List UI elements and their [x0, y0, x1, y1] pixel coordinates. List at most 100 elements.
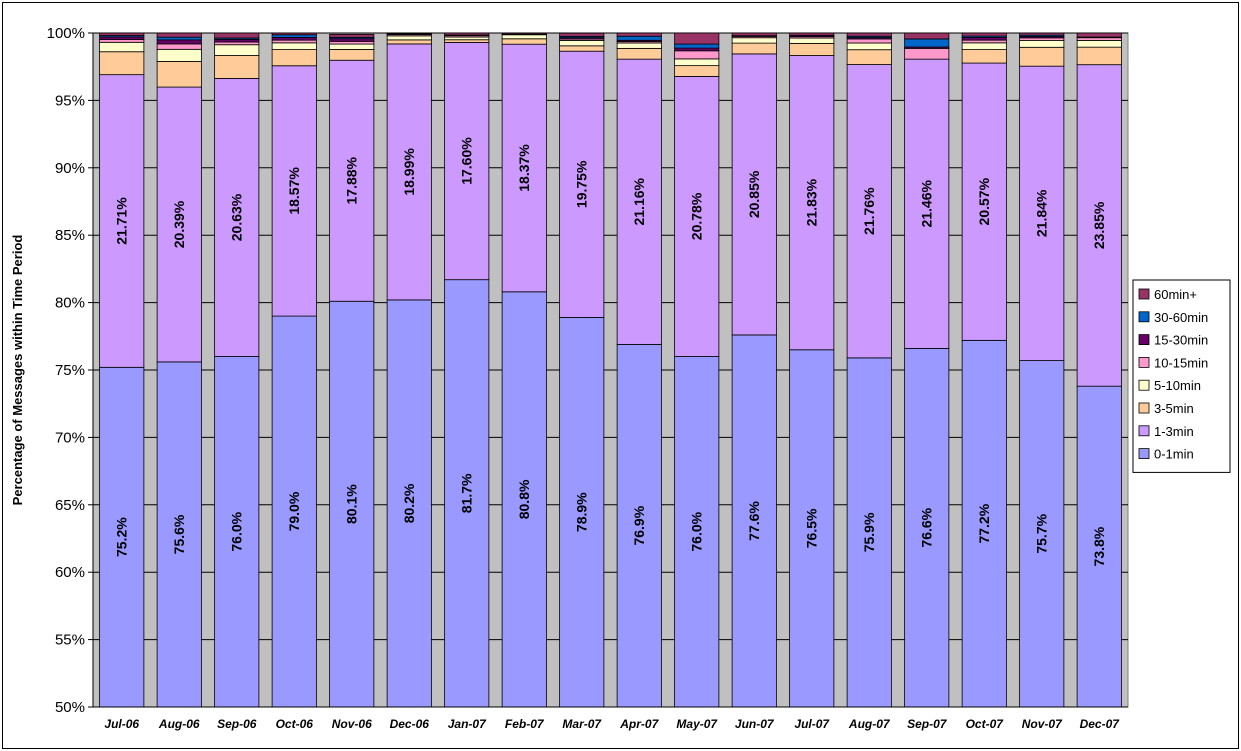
bar-segment-1-3min — [1019, 65, 1065, 361]
bar-segment-3-5min — [444, 39, 490, 43]
y-tick-label: 65% — [55, 497, 85, 514]
data-label: 80.8% — [516, 479, 532, 519]
bar-segment-3-5min — [559, 45, 605, 52]
bar-segment-60min+ — [386, 32, 432, 35]
bar-segment-10-15min — [846, 38, 892, 44]
data-label: 21.83% — [804, 178, 820, 226]
x-tick-label: May-07 — [676, 717, 718, 731]
bar-segment-0-1min — [214, 356, 260, 708]
bar-segment-3-5min — [1019, 46, 1065, 67]
data-label: 75.9% — [861, 512, 877, 552]
bar-segment-1-3min — [846, 64, 892, 359]
data-label: 21.46% — [919, 179, 935, 227]
bar-segment-5-10min — [329, 43, 375, 50]
bar-segment-60min+ — [156, 32, 202, 38]
data-label: 18.37% — [516, 144, 532, 192]
y-tick-label: 55% — [55, 632, 85, 649]
data-label: 80.1% — [344, 484, 360, 524]
bar-segment-3-5min — [731, 42, 777, 55]
bar-segment-1-3min — [501, 43, 547, 293]
data-label: 79.0% — [286, 491, 302, 531]
bar-segment-5-10min — [846, 42, 892, 51]
legend-label: 10-15min — [1154, 355, 1208, 370]
bar-segment-0-1min — [329, 300, 375, 708]
data-label: 77.2% — [976, 503, 992, 543]
legend-label: 5-10min — [1154, 378, 1201, 393]
bar-segment-10-15min — [99, 39, 145, 43]
data-label: 21.84% — [1034, 189, 1050, 237]
legend-label: 1-3min — [1154, 424, 1194, 439]
legend-label: 0-1min — [1154, 447, 1194, 462]
data-label: 76.0% — [229, 511, 245, 551]
data-label: 81.7% — [459, 473, 475, 513]
legend-swatch-60min+ — [1138, 288, 1150, 300]
data-label: 73.8% — [1091, 526, 1107, 566]
bar-segment-3-5min — [271, 49, 317, 67]
bar-segment-60min+ — [731, 32, 777, 37]
bar-segment-60min+ — [501, 32, 547, 35]
legend-swatch-0-1min — [1138, 448, 1150, 460]
x-tick-label: Jun-07 — [735, 717, 775, 731]
data-label: 76.6% — [919, 507, 935, 547]
y-tick-label: 90% — [55, 160, 85, 177]
legend-label: 3-5min — [1154, 401, 1194, 416]
bar-segment-0-1min — [386, 299, 432, 708]
bar-segment-3-5min — [156, 61, 202, 88]
bar-segment-5-10min — [99, 41, 145, 53]
bar-segment-15-30min — [271, 37, 317, 41]
bar-segment-3-5min — [846, 49, 892, 65]
bar-segment-0-1min — [961, 339, 1007, 708]
y-tick-label: 100% — [47, 25, 85, 42]
bar-segment-15-30min — [156, 39, 202, 45]
x-tick-label: Sep-06 — [217, 717, 257, 731]
bar-segment-15-30min — [674, 47, 720, 52]
bar-segment-10-15min — [329, 40, 375, 45]
bar-segment-60min+ — [559, 32, 605, 37]
bar-segment-5-10min — [731, 37, 777, 44]
legend-label: 30-60min — [1154, 310, 1208, 325]
bar-segment-60min+ — [961, 32, 1007, 37]
bar-segment-60min+ — [904, 32, 950, 40]
legend-swatch-5-10min — [1138, 379, 1150, 391]
bar-segment-3-5min — [674, 65, 720, 77]
bar-segment-0-1min — [1019, 360, 1065, 708]
data-label: 20.63% — [229, 193, 245, 241]
legend-swatch-30-60min — [1138, 311, 1150, 323]
bar-segment-60min+ — [789, 32, 835, 36]
data-label: 20.78% — [689, 192, 705, 240]
data-label: 78.9% — [574, 492, 590, 532]
bar-segment-10-15min — [156, 43, 202, 50]
bar-segment-5-10min — [559, 40, 605, 47]
x-tick-label: Aug-06 — [158, 717, 200, 731]
bar-segment-3-5min — [386, 39, 432, 45]
bar-segment-60min+ — [1019, 32, 1065, 36]
y-tick-label: 70% — [55, 429, 85, 446]
x-tick-label: Jul-06 — [104, 717, 139, 731]
bar-segment-3-5min — [501, 38, 547, 45]
bar-segment-5-10min — [444, 36, 490, 41]
bar-segment-5-10min — [156, 48, 202, 62]
data-label: 18.99% — [401, 148, 417, 196]
bar-segment-5-10min — [214, 44, 260, 56]
bar-segment-60min+ — [99, 32, 145, 36]
bar-segment-1-3min — [444, 42, 490, 281]
bar-segment-1-3min — [789, 55, 835, 351]
data-label: 17.88% — [344, 156, 360, 204]
x-tick-label: Sep-07 — [907, 717, 948, 731]
data-label: 80.2% — [401, 483, 417, 523]
bar-segment-5-10min — [789, 37, 835, 44]
bar-segment-0-1min — [501, 291, 547, 708]
legend-swatch-1-3min — [1138, 425, 1150, 437]
y-tick-label: 80% — [55, 295, 85, 312]
bar-segment-15-30min — [99, 36, 145, 41]
data-label: 21.71% — [114, 197, 130, 245]
legend-label: 15-30min — [1154, 333, 1208, 348]
bar-segment-0-1min — [271, 315, 317, 708]
x-tick-label: Aug-07 — [848, 717, 891, 731]
bar-segment-3-5min — [789, 42, 835, 56]
bar-segment-5-10min — [271, 42, 317, 50]
bar-segment-0-1min — [674, 356, 720, 708]
data-label: 23.85% — [1091, 201, 1107, 249]
bar-segment-60min+ — [616, 32, 662, 37]
